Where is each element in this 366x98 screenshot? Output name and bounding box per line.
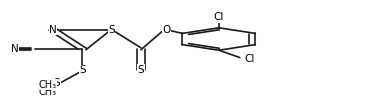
Text: S: S	[53, 78, 60, 88]
Text: CH₃: CH₃	[38, 80, 57, 90]
Text: Cl: Cl	[245, 54, 255, 64]
Text: Cl: Cl	[214, 12, 224, 22]
Text: CH₃: CH₃	[38, 87, 57, 97]
Text: O: O	[163, 25, 171, 35]
Text: N: N	[11, 44, 19, 54]
Text: S: S	[79, 66, 86, 76]
Text: S: S	[108, 25, 115, 35]
Text: S: S	[138, 65, 144, 75]
Text: S: S	[79, 65, 86, 75]
Text: N: N	[49, 25, 57, 35]
